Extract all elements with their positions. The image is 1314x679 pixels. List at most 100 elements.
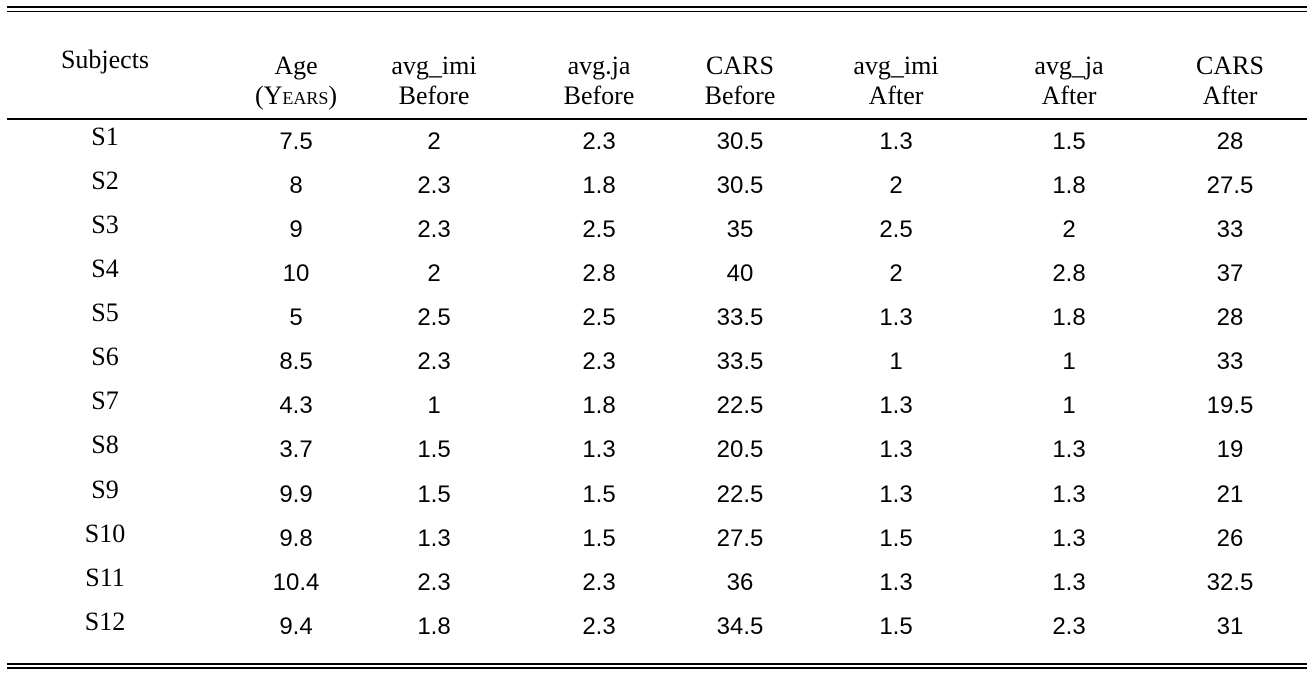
cell-cars-before: 20.5 (716, 436, 764, 463)
cell-cars-after: 27.5 (1206, 172, 1254, 199)
cell-subject: S4 (91, 254, 119, 283)
cell-avg-ja-after: 2.3 (1052, 613, 1086, 640)
column-header-line1: Age (274, 51, 318, 80)
cell-avg-imi-after: 2 (889, 260, 903, 287)
cell-avg-ja-after: 1 (1062, 348, 1076, 375)
top-rule (7, 6, 1307, 8)
cell-avg-imi-before: 1.3 (417, 525, 451, 552)
cell-age: 5 (289, 304, 303, 331)
cell-age: 8.5 (279, 348, 313, 375)
column-header-line2: Before (704, 81, 776, 110)
cell-subject: S12 (84, 607, 126, 636)
cell-subject: S5 (91, 298, 119, 327)
cell-cars-before: 27.5 (716, 525, 764, 552)
cell-subject: S10 (84, 519, 126, 548)
cell-avg-imi-after: 2 (889, 172, 903, 199)
cell-cars-after: 32.5 (1206, 569, 1254, 596)
cell-cars-before: 30.5 (716, 128, 764, 155)
cell-subject: S9 (91, 475, 119, 504)
header-rule (7, 118, 1307, 120)
column-header-line1: CARS (706, 51, 774, 80)
column-header-line1: avg_imi (853, 51, 939, 80)
cell-avg-imi-before: 1 (427, 392, 441, 419)
cell-cars-after: 33 (1216, 216, 1244, 243)
cell-avg-ja-before: 1.5 (582, 481, 616, 508)
column-header-line2: Before (563, 81, 635, 110)
column-header-age: Age (Years) (255, 51, 337, 111)
cell-cars-after: 28 (1216, 128, 1244, 155)
column-header-line2: After (1202, 81, 1258, 110)
cell-subject: S3 (91, 210, 119, 239)
cell-avg-ja-after: 1.8 (1052, 304, 1086, 331)
cell-avg-imi-after: 1.3 (879, 436, 913, 463)
cell-cars-before: 22.5 (716, 392, 764, 419)
cell-cars-after: 31 (1216, 613, 1244, 640)
column-header-avg-imi-before: avg_imi Before (391, 51, 476, 111)
cell-avg-imi-before: 2.3 (417, 348, 451, 375)
cell-avg-ja-after: 1.3 (1052, 525, 1086, 552)
cell-avg-ja-after: 1.3 (1052, 569, 1086, 596)
cell-cars-before: 33.5 (716, 304, 764, 331)
cell-avg-ja-before: 1.5 (582, 525, 616, 552)
cell-avg-ja-after: 1.3 (1052, 481, 1086, 508)
cell-avg-imi-after: 1.3 (879, 569, 913, 596)
cell-avg-imi-after: 2.5 (879, 216, 913, 243)
column-header-line1: Subjects (60, 45, 150, 74)
cell-avg-imi-before: 1.8 (417, 613, 451, 640)
bottom-rule-inner (7, 663, 1307, 665)
cell-age: 9 (289, 216, 303, 243)
cell-avg-ja-after: 2.8 (1052, 260, 1086, 287)
cell-avg-imi-before: 2.3 (417, 569, 451, 596)
cell-avg-imi-after: 1.5 (879, 613, 913, 640)
column-header-subject: Subjects (61, 45, 149, 75)
cell-cars-after: 19 (1216, 436, 1244, 463)
cell-age: 7.5 (279, 128, 313, 155)
column-header-cars-before: CARS Before (705, 51, 776, 111)
column-header-line1: avg.ja (567, 51, 631, 80)
top-rule-inner (7, 11, 1307, 12)
cell-avg-ja-before: 2.5 (582, 304, 616, 331)
column-header-line2: After (1041, 81, 1097, 110)
cell-age: 9.9 (279, 481, 313, 508)
cell-avg-imi-before: 1.5 (417, 481, 451, 508)
cell-subject: S11 (85, 563, 125, 592)
column-header-line2: Before (398, 81, 470, 110)
cell-avg-ja-before: 1.8 (582, 392, 616, 419)
cell-cars-before: 22.5 (716, 481, 764, 508)
cell-cars-before: 33.5 (716, 348, 764, 375)
cell-avg-imi-before: 2.3 (417, 172, 451, 199)
column-header-line2: (Years) (254, 81, 338, 110)
cell-cars-after: 37 (1216, 260, 1244, 287)
column-header-avg-imi-after: avg_imi After (853, 51, 938, 111)
bottom-rule (7, 667, 1307, 669)
cell-avg-ja-after: 1.5 (1052, 128, 1086, 155)
cell-subject: S6 (91, 342, 119, 371)
cell-cars-after: 33 (1216, 348, 1244, 375)
cell-avg-ja-before: 1.3 (582, 436, 616, 463)
column-header-line1: CARS (1196, 51, 1264, 80)
cell-cars-before: 40 (726, 260, 754, 287)
cell-cars-after: 19.5 (1206, 392, 1254, 419)
column-header-cars-after: CARS After (1196, 51, 1264, 111)
cell-avg-ja-before: 2.3 (582, 348, 616, 375)
cell-avg-imi-before: 2 (427, 260, 441, 287)
cell-avg-imi-after: 1.3 (879, 128, 913, 155)
column-header-line1: avg_imi (391, 51, 477, 80)
cell-avg-imi-before: 2.5 (417, 304, 451, 331)
cell-age: 4.3 (279, 392, 313, 419)
cell-age: 8 (289, 172, 303, 199)
cell-cars-after: 26 (1216, 525, 1244, 552)
cell-avg-imi-after: 1 (889, 348, 903, 375)
cell-avg-ja-after: 2 (1062, 216, 1076, 243)
cell-avg-ja-after: 1 (1062, 392, 1076, 419)
cell-age: 9.8 (279, 525, 313, 552)
cell-avg-imi-after: 1.3 (879, 392, 913, 419)
cell-avg-ja-before: 2.3 (582, 613, 616, 640)
cell-avg-imi-after: 1.5 (879, 525, 913, 552)
cell-cars-before: 34.5 (716, 613, 764, 640)
cell-avg-imi-after: 1.3 (879, 481, 913, 508)
column-header-line1: avg_ja (1034, 51, 1104, 80)
cell-avg-ja-before: 2.8 (582, 260, 616, 287)
cell-avg-imi-before: 2.3 (417, 216, 451, 243)
cell-subject: S2 (91, 166, 119, 195)
